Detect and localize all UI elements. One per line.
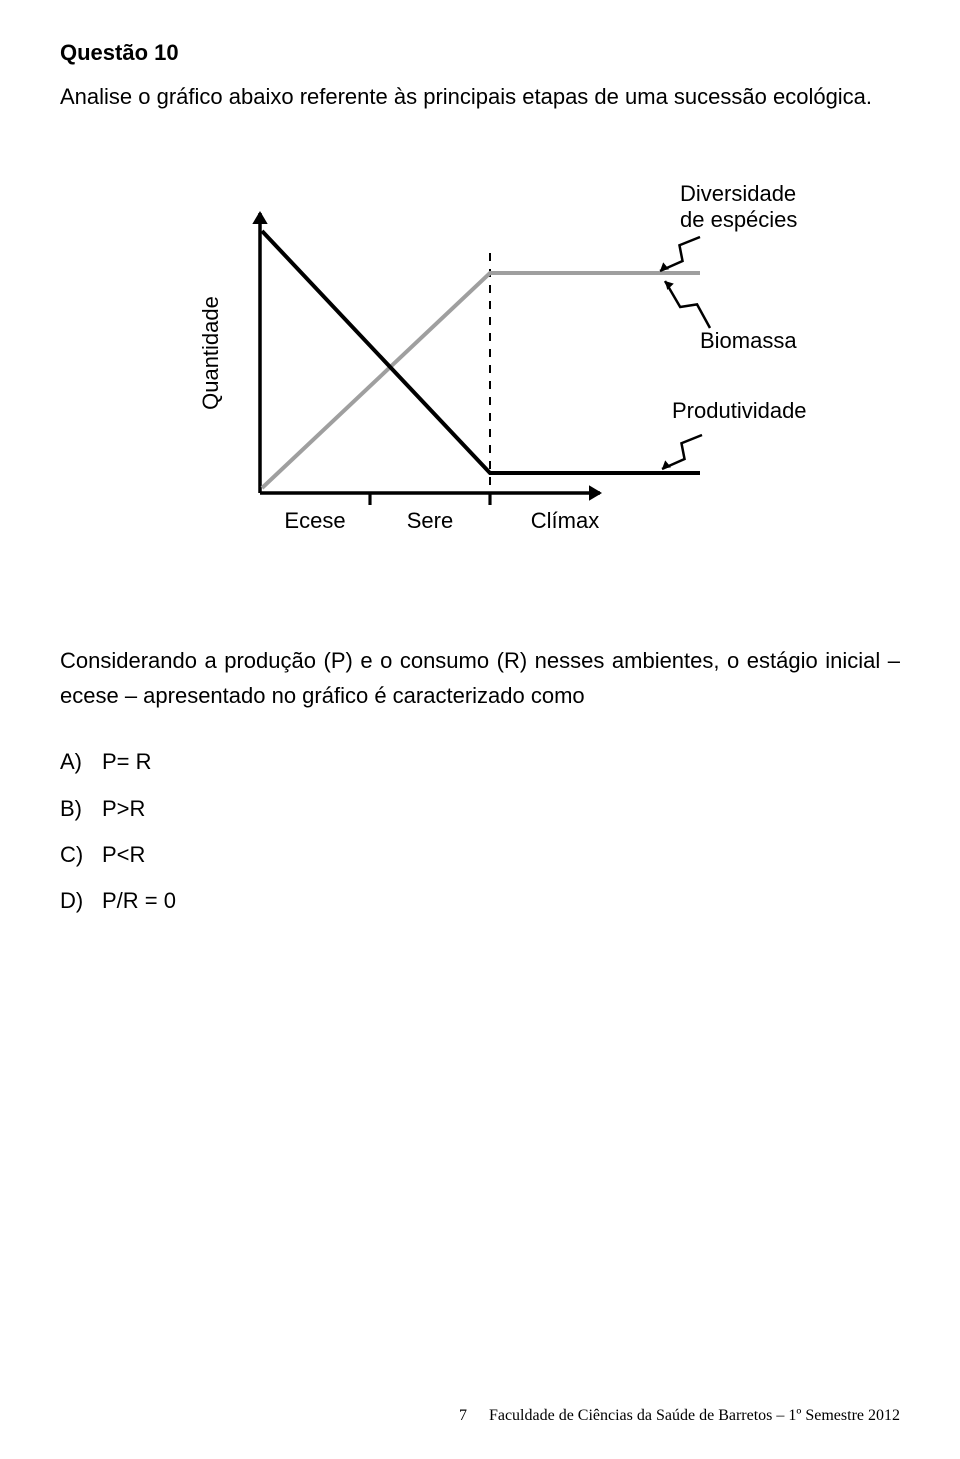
question-prompt: Analise o gráfico abaixo referente às pr… [60, 80, 900, 113]
option-b: B) P>R [60, 786, 900, 832]
svg-text:Clímax: Clímax [531, 508, 599, 533]
page-number: 7 [459, 1407, 467, 1424]
question-title: Questão 10 [60, 40, 900, 66]
option-text: P<R [102, 832, 145, 878]
succession-chart: Quantidade Ecese Sere Clímax Diversidadede e… [140, 163, 820, 583]
option-letter: D) [60, 878, 102, 924]
svg-text:Diversidade: Diversidade [680, 181, 796, 206]
option-letter: A) [60, 739, 102, 785]
option-text: P= R [102, 739, 152, 785]
footer-text: Faculdade de Ciências da Saúde de Barret… [489, 1407, 900, 1424]
options-list: A) P= R B) P>R C) P<R D) P/R = 0 [60, 739, 900, 924]
option-c: C) P<R [60, 832, 900, 878]
option-text: P>R [102, 786, 145, 832]
option-letter: C) [60, 832, 102, 878]
svg-text:Produtividade: Produtividade [672, 398, 807, 423]
svg-text:Biomassa: Biomassa [700, 328, 797, 353]
option-letter: B) [60, 786, 102, 832]
chart-svg: Quantidade Ecese Sere Clímax Diversidadede e… [140, 163, 820, 583]
svg-text:Sere: Sere [407, 508, 453, 533]
question-continuation: Considerando a produção (P) e o consumo … [60, 643, 900, 713]
svg-text:Quantidade: Quantidade [198, 296, 223, 410]
svg-text:Ecese: Ecese [284, 508, 345, 533]
svg-text:de espécies: de espécies [680, 207, 797, 232]
option-a: A) P= R [60, 739, 900, 785]
option-text: P/R = 0 [102, 878, 176, 924]
chart-container: Quantidade Ecese Sere Clímax Diversidadede e… [60, 163, 900, 583]
option-d: D) P/R = 0 [60, 878, 900, 924]
page-footer: 7 Faculdade de Ciências da Saúde de Barr… [459, 1407, 900, 1425]
